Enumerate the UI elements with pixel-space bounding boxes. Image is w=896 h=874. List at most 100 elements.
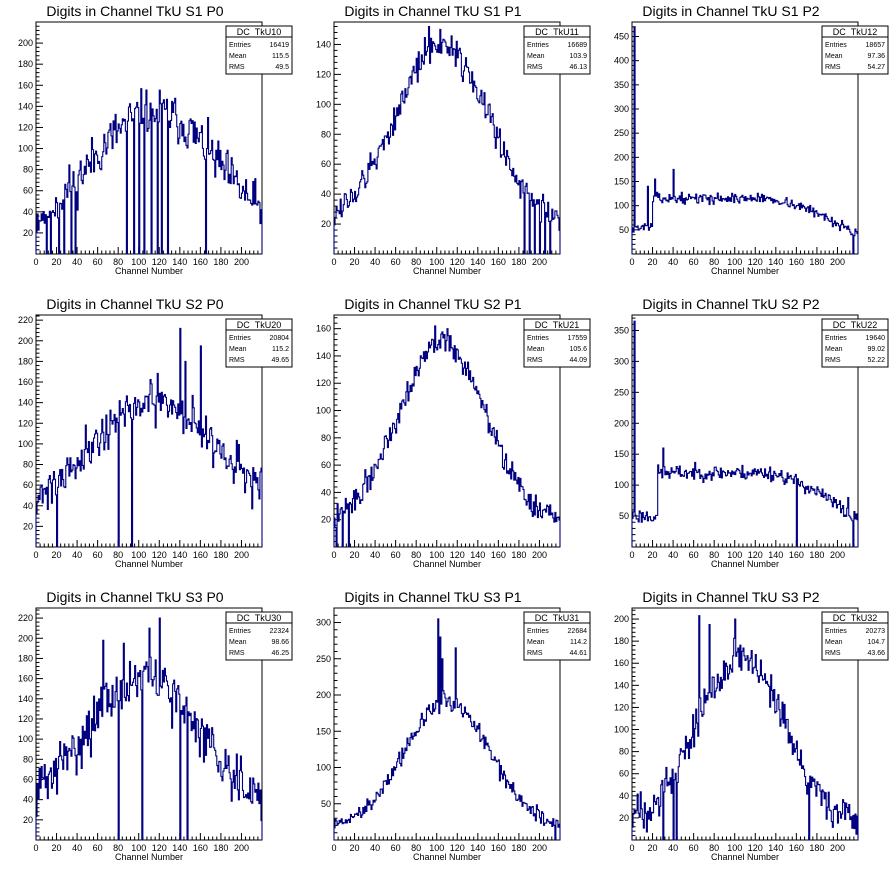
x-tick-label: 180 [809,550,824,560]
stats-label: Mean [229,53,247,60]
x-tick-label: 60 [391,550,401,560]
stats-box: DC_TkU22 Entries 19640 Mean 99.02 RMS 52.22 [821,318,889,368]
y-tick-label: 20 [321,515,331,525]
x-tick-label: 120 [450,257,465,267]
y-tick-label: 40 [321,487,331,497]
x-tick-label: 60 [93,843,103,853]
histogram-series [631,615,859,841]
y-tick-label: 100 [18,439,33,449]
y-tick-label: 80 [619,747,629,757]
x-tick-label: 40 [72,843,82,853]
chart-title: Digits in Channel TkU S1 P1 [344,3,521,19]
x-axis-label: Channel Number [413,266,481,276]
x-tick-label: 40 [668,843,678,853]
y-tick-label: 140 [316,351,331,361]
y-tick-label: 200 [614,152,629,162]
stats-label: RMS [229,64,245,71]
y-tick-label: 180 [18,59,33,69]
x-tick-label: 160 [193,550,208,560]
x-tick-label: 20 [350,257,360,267]
y-tick-label: 40 [619,791,629,801]
y-tick-label: 200 [614,418,629,428]
x-tick-label: 60 [391,257,401,267]
stats-name: DC_TkU30 [237,613,282,623]
y-tick-label: 120 [316,378,331,388]
x-tick-label: 180 [213,843,228,853]
x-tick-label: 40 [668,550,678,560]
y-tick-label: 100 [316,763,331,773]
y-tick-label: 50 [619,511,629,521]
stats-box: DC_TkU31 Entries 22684 Mean 114.2 RMS 44.61 [523,611,591,661]
histogram-panel: Digits in Channel TkU S1 P1 0 20 40 60 80 100 1… [316,3,591,276]
stats-label: Mean [825,53,843,60]
x-tick-label: 100 [131,257,146,267]
stats-value: 20804 [270,335,290,342]
stats-label: Mean [229,346,247,353]
y-tick-label: 20 [321,219,331,229]
stats-value: 115.2 [272,346,289,353]
x-tick-label: 200 [830,843,845,853]
y-tick-label: 60 [23,186,33,196]
stats-value: 114.2 [570,639,587,646]
histogram-panel: Digits in Channel TkU S2 P0 0 20 40 60 80 100 1… [18,296,293,569]
x-tick-label: 140 [768,550,783,560]
x-axis-label: Channel Number [711,266,779,276]
y-tick-label: 20 [23,815,33,825]
stats-value: 49.65 [271,357,289,364]
x-tick-label: 20 [350,843,360,853]
x-tick-label: 80 [411,550,421,560]
x-tick-label: 40 [72,257,82,267]
y-tick-label: 200 [18,336,33,346]
stats-label: RMS [229,357,245,364]
stats-label: Entries [825,628,847,635]
x-tick-label: 80 [709,257,719,267]
stats-box: DC_TkU12 Entries 18657 Mean 97.36 RMS 54.27 [821,25,889,75]
x-axis-label: Channel Number [115,559,183,569]
y-tick-label: 120 [316,69,331,79]
x-tick-label: 140 [470,843,485,853]
y-tick-label: 300 [614,104,629,114]
stats-value: 44.61 [569,650,587,657]
x-tick-label: 120 [152,550,167,560]
y-tick-label: 300 [316,618,331,628]
x-tick-label: 80 [113,257,123,267]
x-tick-label: 140 [172,257,187,267]
y-tick-label: 80 [23,754,33,764]
x-tick-label: 0 [629,550,634,560]
stats-value: 97.36 [867,53,885,60]
stats-value: 17559 [568,335,588,342]
x-tick-label: 20 [648,843,658,853]
y-tick-label: 50 [619,225,629,235]
stats-value: 115.5 [272,53,289,60]
x-tick-label: 40 [370,550,380,560]
stats-box: DC_TkU21 Entries 17559 Mean 105.6 RMS 44.09 [523,318,591,368]
y-tick-label: 100 [614,480,629,490]
chart-title: Digits in Channel TkU S3 P0 [46,589,223,605]
histogram-series [35,88,263,255]
stats-value: 16689 [568,42,588,49]
stats-name: DC_TkU21 [535,320,580,330]
histogram-panel: Digits in Channel TkU S3 P2 0 20 40 60 80 100 1… [614,589,889,862]
stats-label: RMS [527,650,543,657]
histogram-panel: Digits in Channel TkU S1 P0 0 20 40 60 80 100 1… [18,3,293,276]
x-tick-label: 200 [234,843,249,853]
stats-box: DC_TkU30 Entries 22324 Mean 98.66 RMS 46.25 [225,611,293,661]
stats-box: DC_TkU20 Entries 20804 Mean 115.2 RMS 49.65 [225,318,293,368]
y-tick-label: 60 [23,480,33,490]
x-tick-label: 100 [727,550,742,560]
x-tick-label: 200 [532,257,547,267]
y-tick-label: 150 [316,726,331,736]
stats-value: 18657 [866,42,886,49]
x-tick-label: 20 [52,257,62,267]
x-tick-label: 40 [668,257,678,267]
y-tick-label: 200 [614,614,629,624]
histogram-series [631,320,859,548]
x-tick-label: 200 [234,550,249,560]
y-tick-label: 100 [18,734,33,744]
stats-value: 20273 [866,628,886,635]
stats-label: Entries [825,42,847,49]
stats-value: 46.13 [569,64,587,71]
x-tick-label: 120 [748,843,763,853]
stats-label: RMS [527,64,543,71]
stats-label: RMS [825,650,841,657]
